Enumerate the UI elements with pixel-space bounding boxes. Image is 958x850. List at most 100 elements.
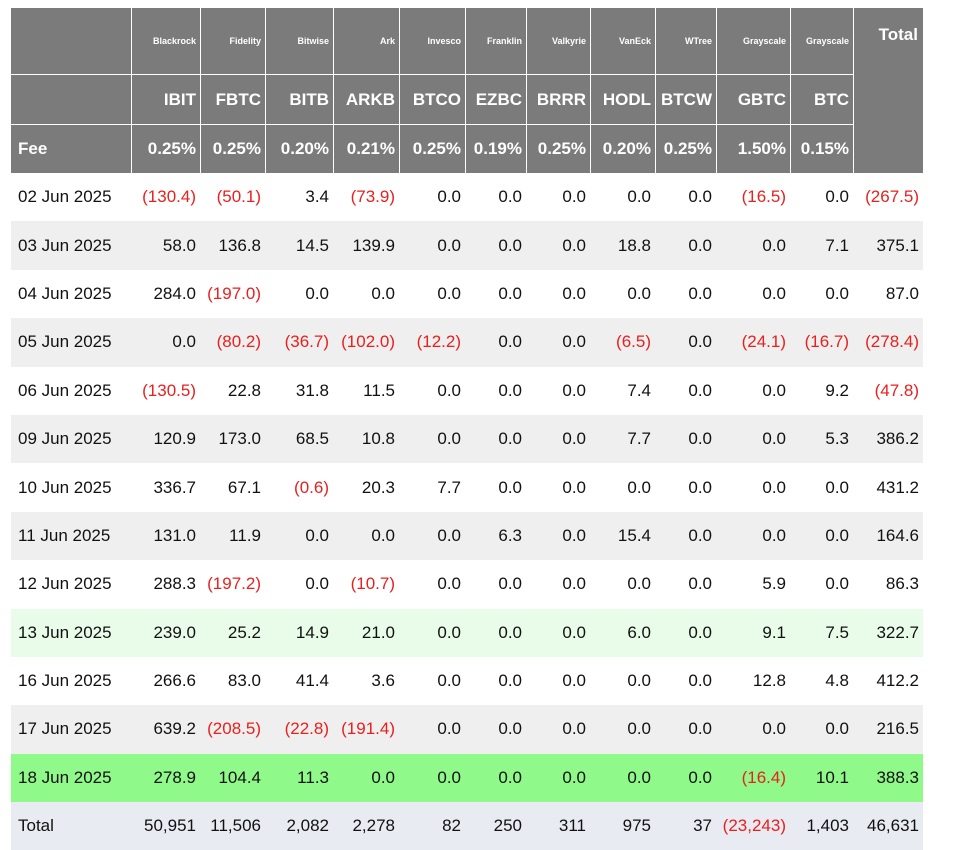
- flow-value-cell: 0.0: [526, 560, 590, 609]
- ticker-symbol: BTCW: [655, 74, 716, 124]
- flow-value-cell: (102.0): [333, 318, 399, 367]
- flow-value-cell: (16.7): [790, 318, 853, 367]
- issuer-name: Grayscale: [790, 8, 853, 74]
- flow-value-cell: 0.0: [716, 221, 790, 270]
- flow-value-cell: 173.0: [200, 414, 265, 464]
- flow-value-cell: (80.2): [200, 318, 265, 367]
- flow-value-cell: (10.7): [333, 560, 399, 609]
- flow-value-cell: 0.0: [655, 414, 716, 464]
- totals-row: Total 50,951 11,506 2,082 2,278 82 250 311 975 37…: [11, 802, 923, 850]
- ticker-symbol: EZBC: [465, 74, 526, 124]
- flow-value-cell: 336.7: [131, 463, 200, 512]
- fee-value: 0.20%: [265, 124, 333, 173]
- flow-value-cell: 0.0: [399, 608, 465, 657]
- flow-value-cell: 31.8: [265, 366, 333, 415]
- cumulative-total-cell: 82: [399, 802, 465, 850]
- flow-value-cell: 3.4: [265, 173, 333, 222]
- flow-value-cell: 5.3: [790, 414, 853, 464]
- table-row: 09 Jun 2025 120.9 173.0 68.5 10.8 0.0 0.0 0.0 7.…: [11, 414, 923, 464]
- flow-value-cell: 0.0: [790, 511, 853, 561]
- cumulative-total-cell: 2,082: [265, 802, 333, 850]
- flow-value-cell: 7.7: [399, 463, 465, 512]
- flow-table-body: 02 Jun 2025 (130.4) (50.1) 3.4 (73.9) 0.0 0.0 0…: [11, 173, 923, 850]
- flow-value-cell: (0.6): [265, 463, 333, 512]
- flow-value-cell: 0.0: [265, 269, 333, 319]
- flow-value-cell: 58.0: [131, 221, 200, 270]
- flow-value-cell: 41.4: [265, 656, 333, 706]
- ticker-symbol: IBIT: [131, 74, 200, 124]
- total-column-header: Total: [853, 8, 923, 74]
- flow-value-cell: 11.9: [200, 511, 265, 561]
- flow-value-cell: 278.9: [131, 753, 200, 803]
- flow-value-cell: 0.0: [716, 414, 790, 464]
- total-column-spacer: [853, 74, 923, 124]
- row-total-cell: (267.5): [853, 173, 923, 222]
- issuer-name: Valkyrie: [526, 8, 590, 74]
- flow-value-cell: 0.0: [465, 269, 526, 319]
- flow-value-cell: 0.0: [465, 366, 526, 415]
- cumulative-total-cell: 311: [526, 802, 590, 850]
- flow-value-cell: 0.0: [655, 269, 716, 319]
- flow-value-cell: 0.0: [526, 366, 590, 415]
- ticker-symbol: ARKB: [333, 74, 399, 124]
- row-date: 02 Jun 2025: [11, 173, 131, 222]
- flow-value-cell: 9.2: [790, 366, 853, 415]
- row-date: 09 Jun 2025: [11, 414, 131, 464]
- flow-value-cell: 0.0: [465, 221, 526, 270]
- issuer-name: VanEck: [590, 8, 655, 74]
- flow-value-cell: (208.5): [200, 705, 265, 754]
- fee-value: 0.25%: [399, 124, 465, 173]
- flow-value-cell: 25.2: [200, 608, 265, 657]
- flow-value-cell: 20.3: [333, 463, 399, 512]
- flow-value-cell: 0.0: [790, 463, 853, 512]
- flow-value-cell: 5.9: [716, 560, 790, 609]
- flow-value-cell: 83.0: [200, 656, 265, 706]
- flow-value-cell: 0.0: [716, 269, 790, 319]
- issuer-name: Bitwise: [265, 8, 333, 74]
- flow-value-cell: (36.7): [265, 318, 333, 367]
- flow-value-cell: 0.0: [333, 511, 399, 561]
- corner-header-cell: [11, 8, 131, 74]
- flow-value-cell: (130.5): [131, 366, 200, 415]
- cumulative-total-cell: 1,403: [790, 802, 853, 850]
- flow-value-cell: 0.0: [333, 269, 399, 319]
- flow-value-cell: 0.0: [526, 221, 590, 270]
- issuer-name: Blackrock: [131, 8, 200, 74]
- flow-value-cell: 0.0: [590, 753, 655, 803]
- flow-value-cell: (16.4): [716, 753, 790, 803]
- flow-value-cell: (130.4): [131, 173, 200, 222]
- flow-value-cell: 120.9: [131, 414, 200, 464]
- flow-value-cell: 0.0: [399, 511, 465, 561]
- flow-value-cell: 0.0: [655, 221, 716, 270]
- table-row: 05 Jun 2025 0.0 (80.2) (36.7) (102.0) (12.2) 0…: [11, 318, 923, 367]
- flow-value-cell: 67.1: [200, 463, 265, 512]
- cumulative-total-cell: 50,951: [131, 802, 200, 850]
- flow-value-cell: 7.5: [790, 608, 853, 657]
- fee-header-row: Fee 0.25% 0.25% 0.20% 0.21% 0.25% 0.19% …: [11, 124, 923, 173]
- flow-value-cell: 0.0: [465, 608, 526, 657]
- flow-value-cell: 284.0: [131, 269, 200, 319]
- flow-value-cell: 139.9: [333, 221, 399, 270]
- flow-value-cell: (22.8): [265, 705, 333, 754]
- flow-value-cell: 0.0: [716, 463, 790, 512]
- fee-value: 0.21%: [333, 124, 399, 173]
- flow-value-cell: 0.0: [465, 173, 526, 222]
- flow-value-cell: 0.0: [399, 269, 465, 319]
- flow-value-cell: 0.0: [265, 511, 333, 561]
- flow-value-cell: 0.0: [526, 173, 590, 222]
- flow-value-cell: 104.4: [200, 753, 265, 803]
- flow-value-cell: 0.0: [590, 173, 655, 222]
- flow-value-cell: 0.0: [333, 753, 399, 803]
- row-date: 04 Jun 2025: [11, 269, 131, 319]
- flow-value-cell: 0.0: [790, 269, 853, 319]
- row-total-cell: (278.4): [853, 318, 923, 367]
- flow-value-cell: 266.6: [131, 656, 200, 706]
- row-date: 03 Jun 2025: [11, 221, 131, 270]
- cumulative-total-cell: 2,278: [333, 802, 399, 850]
- table-row: 02 Jun 2025 (130.4) (50.1) 3.4 (73.9) 0.0 0.0 0…: [11, 173, 923, 222]
- flow-value-cell: 0.0: [655, 705, 716, 754]
- flow-value-cell: (16.5): [716, 173, 790, 222]
- flow-value-cell: (73.9): [333, 173, 399, 222]
- flow-value-cell: 0.0: [655, 608, 716, 657]
- flow-value-cell: 0.0: [655, 511, 716, 561]
